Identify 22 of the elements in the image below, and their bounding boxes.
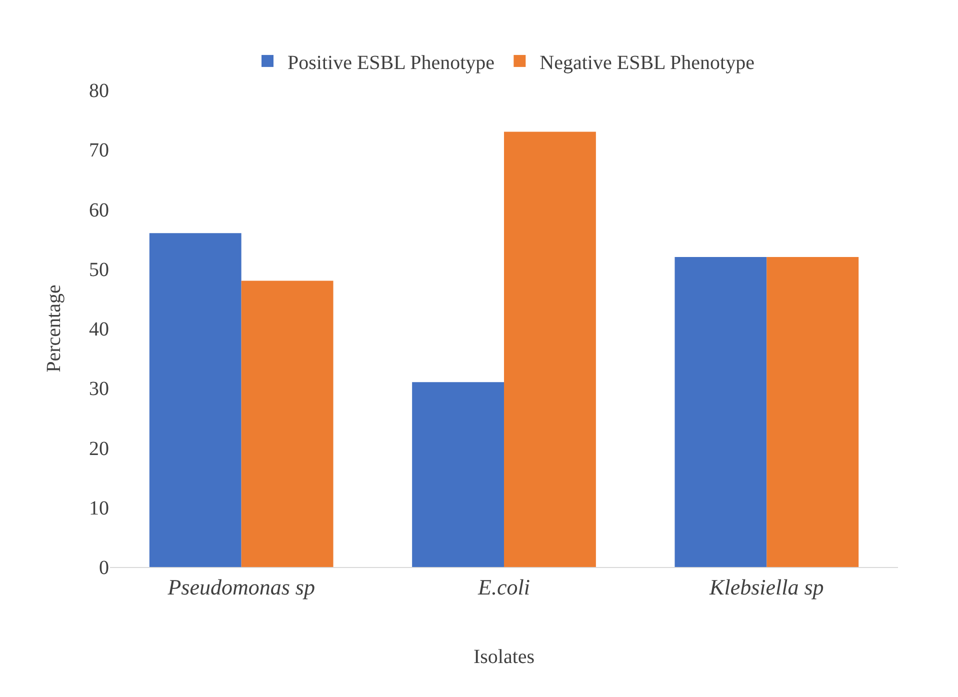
y-tick-label: 60 bbox=[89, 199, 109, 222]
y-tick-label: 0 bbox=[99, 557, 109, 579]
y-tick-label: 20 bbox=[89, 438, 109, 460]
x-axis-title: Isolates bbox=[473, 646, 535, 668]
y-tick-label: 30 bbox=[89, 378, 109, 400]
y-tick-label: 40 bbox=[89, 318, 109, 340]
y-tick-label: 50 bbox=[89, 258, 109, 281]
legend-label: Positive ESBL Phenotype bbox=[288, 52, 495, 74]
bar bbox=[504, 132, 596, 567]
y-tick-label: 80 bbox=[89, 80, 109, 102]
legend-label: Negative ESBL Phenotype bbox=[540, 52, 755, 74]
x-tick-label: Klebsiella sp bbox=[708, 574, 824, 600]
bar bbox=[412, 382, 504, 567]
bar bbox=[674, 256, 767, 567]
x-tick-label: E.coli bbox=[477, 574, 530, 600]
bar bbox=[241, 280, 334, 567]
y-tick-label: 10 bbox=[89, 497, 109, 520]
y-tick-label: 70 bbox=[89, 140, 109, 162]
x-tick-label: Pseudomonas sp bbox=[166, 574, 315, 600]
y-axis-title: Percentage bbox=[43, 284, 65, 372]
bar bbox=[766, 256, 859, 567]
bar bbox=[149, 233, 242, 567]
